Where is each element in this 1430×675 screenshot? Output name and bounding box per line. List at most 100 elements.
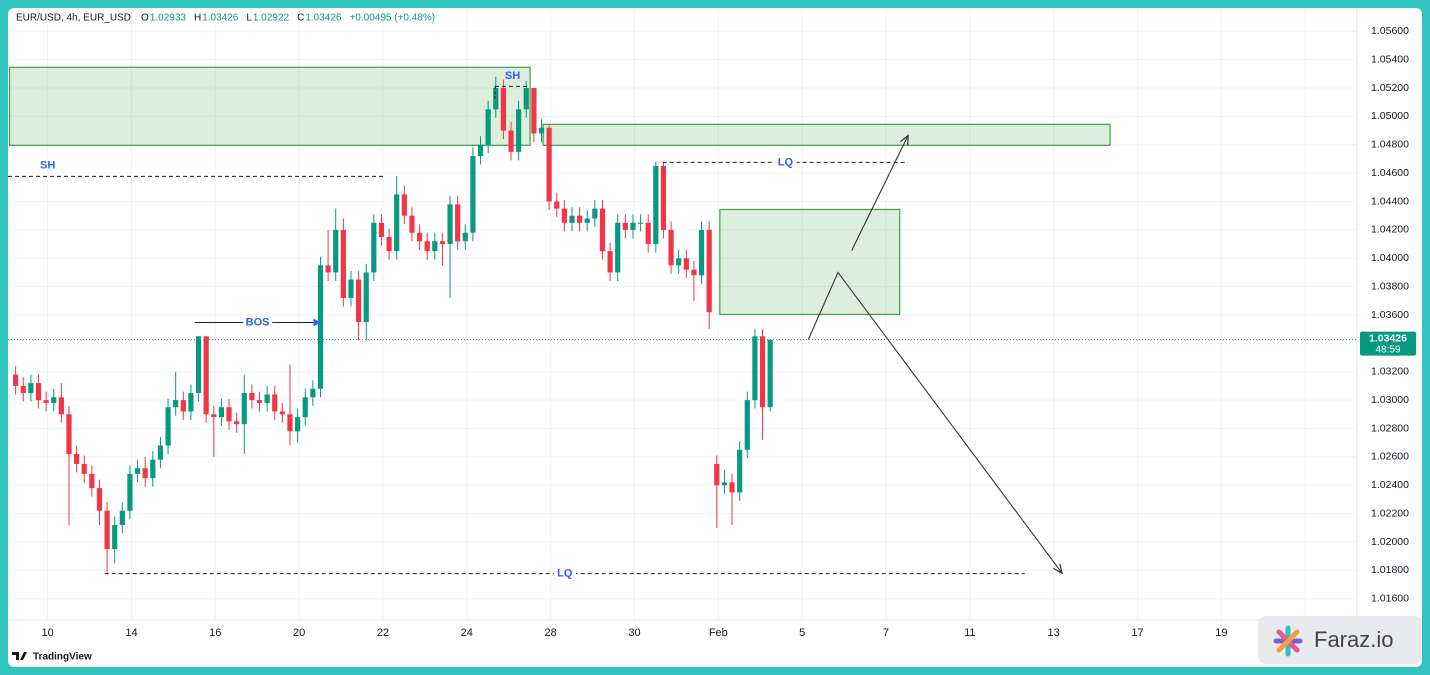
candle-body: [51, 397, 57, 403]
ohlc-key: O: [141, 13, 149, 24]
ohlc-key: C: [297, 13, 304, 24]
candle-body: [256, 400, 263, 403]
y-tick-label: 1.05200: [1371, 82, 1409, 94]
level-label: LQ: [557, 568, 573, 580]
candle-body: [302, 397, 308, 418]
candle-body: [310, 388, 316, 398]
y-tick-label: 1.04000: [1371, 252, 1409, 264]
y-tick-label: 1.04200: [1371, 224, 1409, 236]
candle-body: [706, 229, 712, 313]
candle-body: [721, 482, 728, 486]
candle-body: [127, 473, 133, 511]
candle-body: [439, 241, 446, 245]
ohlc-value: 1.02922: [253, 13, 290, 24]
axes: 1.01600 1.01800 1.02000 1.02200 1.02400 1.026…: [8, 8, 1422, 645]
level-label: SH: [505, 70, 520, 82]
candle-body: [470, 156, 476, 233]
candle-body: [35, 383, 42, 401]
platform-logo: TradingView: [33, 652, 92, 663]
x-tick-label: 11: [964, 627, 975, 639]
candle-body: [226, 407, 232, 422]
y-tick-label: 1.01800: [1371, 564, 1409, 576]
projection-arrow: [851, 135, 908, 251]
candle-body: [660, 166, 667, 230]
candle-body: [96, 488, 103, 511]
candle-body: [58, 397, 64, 415]
y-tick-label: 1.03800: [1371, 280, 1409, 292]
y-tick-label: 1.04600: [1371, 167, 1409, 179]
candle-body: [622, 222, 628, 230]
candle-body: [577, 215, 583, 223]
grid: [8, 8, 1357, 620]
x-tick-label: 7: [883, 627, 889, 639]
candle-body: [737, 449, 743, 493]
watermark-badge: [1258, 616, 1422, 664]
candle-body: [561, 208, 567, 223]
ohlc-value: 1.03426: [202, 13, 239, 24]
annotations: SH SH LQ LQ BOS: [8, 70, 1357, 584]
candle-body: [279, 411, 285, 415]
watermark: Faraz.io: [1314, 627, 1393, 652]
candle-body: [569, 215, 575, 223]
y-tick-label: 1.02200: [1371, 507, 1409, 519]
price-tag: [1360, 331, 1416, 356]
x-tick-label: 17: [1131, 627, 1143, 639]
candle-body: [645, 222, 651, 245]
candle-body: [264, 394, 270, 403]
x-tick-label: 16: [209, 627, 221, 639]
candle-body: [508, 130, 514, 152]
candle-body: [188, 393, 194, 412]
zone: [719, 208, 901, 316]
candle-body: [203, 336, 209, 415]
x-tick-label: 14: [125, 627, 137, 639]
candle-body: [767, 339, 773, 408]
candle-body: [493, 88, 499, 110]
candle-body: [89, 473, 95, 489]
level-label: BOS: [246, 316, 270, 328]
candle-body: [447, 204, 453, 245]
candle-body: [333, 229, 339, 273]
price-tag-countdown: 48:59: [1375, 344, 1400, 355]
candle-body: [13, 374, 19, 386]
candle-body: [584, 218, 590, 223]
candle-body: [546, 127, 552, 202]
candle-body: [607, 251, 613, 273]
candle-body: [119, 510, 125, 525]
candle-body: [165, 407, 171, 446]
candle-body: [363, 272, 369, 323]
x-tick-label: 28: [545, 627, 557, 639]
candle-body: [691, 269, 697, 276]
candle-body: [173, 400, 179, 408]
candle-body: [653, 166, 659, 245]
y-tick-label: 1.01600: [1371, 593, 1409, 605]
y-tick-label: 1.04800: [1371, 139, 1409, 151]
candle-body: [211, 414, 217, 418]
candle-body: [73, 454, 80, 464]
ohlc-value: 1.03426: [305, 13, 342, 24]
candle-body: [195, 336, 202, 394]
zones: [8, 66, 1111, 316]
ohlc-key: H: [194, 13, 201, 24]
candle-body: [142, 468, 148, 479]
candle-body: [500, 88, 506, 131]
candle-body: [676, 258, 682, 266]
candle-body: [287, 414, 293, 432]
candle-body: [340, 229, 346, 298]
candle-body: [752, 336, 758, 401]
candle-body: [630, 222, 636, 230]
ohlc-value: 1.02933: [150, 13, 187, 24]
x-tick-label: 10: [42, 627, 54, 639]
candle-body: [615, 222, 621, 273]
x-tick-label: 19: [1215, 627, 1227, 639]
candle-body: [272, 394, 278, 412]
candle-body: [538, 127, 545, 134]
candle-body: [43, 400, 49, 403]
symbol-title: EUR/USD, 4h, EUR_USD: [16, 13, 131, 24]
candle-body: [424, 241, 430, 252]
candle-body: [729, 482, 735, 493]
y-tick-label: 1.02600: [1371, 451, 1409, 463]
candle-body: [462, 232, 468, 242]
header: EUR/USD, 4h, EUR_USD O 1.02933 H 1.03426 L 1.0…: [16, 13, 435, 24]
y-tick-label: 1.03200: [1371, 366, 1409, 378]
y-tick-label: 1.05000: [1371, 110, 1409, 122]
